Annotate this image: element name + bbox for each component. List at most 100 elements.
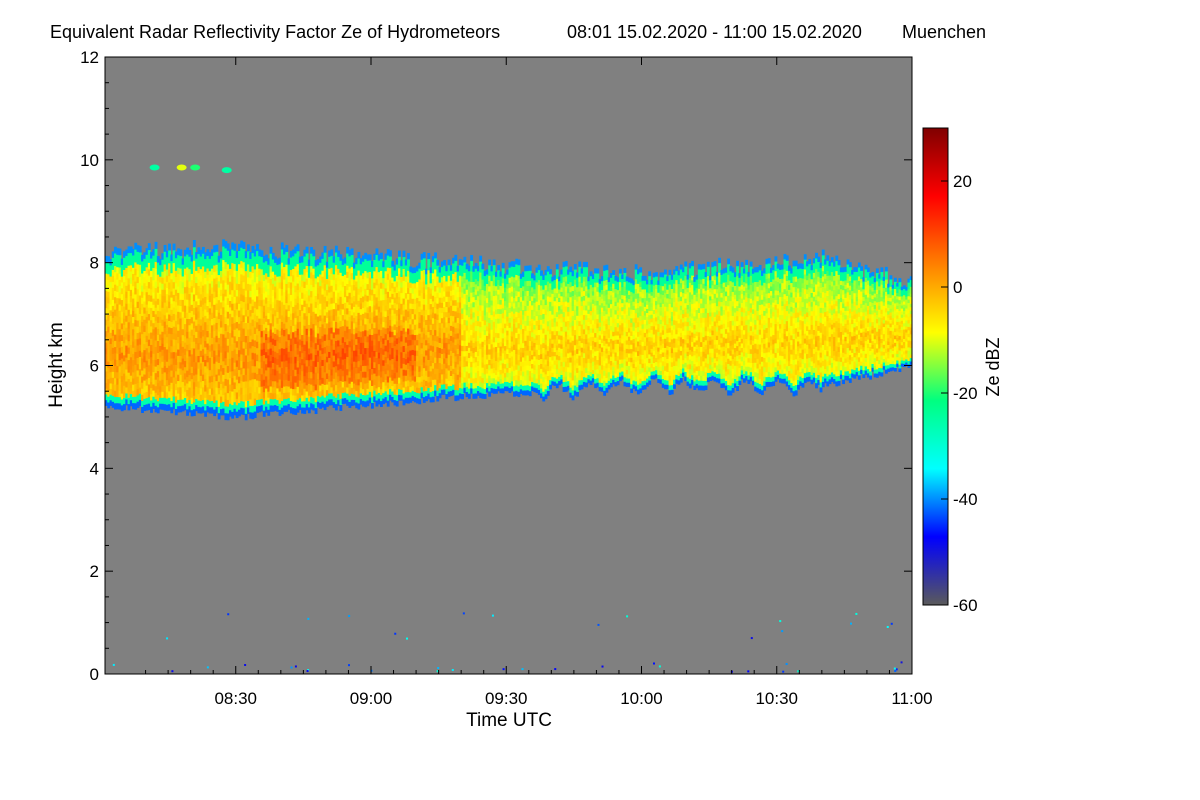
reflectivity-cell (377, 386, 381, 393)
reflectivity-cell (535, 373, 539, 379)
reflectivity-cell (343, 330, 347, 337)
reflectivity-cell (389, 325, 392, 332)
reflectivity-cell (420, 298, 424, 305)
reflectivity-cell (418, 268, 422, 275)
reflectivity-cell (515, 364, 519, 370)
reflectivity-cell (400, 389, 404, 396)
reflectivity-cell (181, 264, 185, 271)
reflectivity-cell (398, 359, 401, 367)
reflectivity-cell (332, 326, 336, 333)
reflectivity-cell (283, 348, 286, 356)
reflectivity-cell (380, 311, 383, 319)
reflectivity-cell (296, 244, 300, 252)
reflectivity-cell (359, 303, 363, 310)
reflectivity-cell (418, 262, 422, 269)
reflectivity-cell (490, 348, 494, 355)
reflectivity-cell (438, 297, 442, 303)
reflectivity-cell (138, 356, 142, 364)
reflectivity-cell (208, 295, 212, 303)
reflectivity-cell (449, 385, 453, 392)
reflectivity-cell (219, 333, 223, 341)
reflectivity-cell (287, 403, 291, 410)
reflectivity-cell (440, 302, 444, 308)
reflectivity-cell (181, 340, 185, 347)
reflectivity-cell (339, 356, 343, 363)
reflectivity-cell (217, 393, 221, 401)
reflectivity-cell (517, 312, 521, 318)
reflectivity-cell (370, 328, 374, 336)
reflectivity-cell (316, 281, 320, 289)
reflectivity-cell (456, 332, 460, 339)
reflectivity-cell (402, 339, 406, 347)
reflectivity-cell (163, 270, 167, 278)
reflectivity-cell (226, 338, 230, 346)
reflectivity-cell (481, 372, 485, 379)
reflectivity-cell (280, 308, 284, 316)
reflectivity-cell (472, 362, 476, 369)
reflectivity-cell (147, 351, 151, 359)
reflectivity-cell (109, 298, 113, 305)
reflectivity-cell (107, 326, 111, 333)
reflectivity-cell (328, 369, 332, 376)
reflectivity-cell (152, 334, 156, 342)
reflectivity-cell (294, 272, 298, 280)
reflectivity-cell (402, 351, 406, 358)
reflectivity-cell (301, 328, 304, 336)
reflectivity-cell (314, 295, 318, 302)
reflectivity-cell (328, 333, 332, 341)
reflectivity-cell (463, 329, 467, 336)
reflectivity-cell (287, 310, 291, 317)
reflectivity-cell (118, 285, 122, 293)
reflectivity-cell (413, 381, 417, 387)
reflectivity-cell (233, 362, 237, 370)
reflectivity-cell (190, 341, 194, 349)
reflectivity-cell (152, 273, 156, 281)
reflectivity-cell (352, 393, 356, 400)
reflectivity-cell (163, 276, 167, 284)
reflectivity-cell (197, 304, 201, 312)
reflectivity-cell (310, 352, 313, 360)
reflectivity-cell (154, 398, 158, 406)
reflectivity-cell (490, 387, 494, 393)
reflectivity-cell (416, 292, 419, 298)
reflectivity-cell (150, 307, 153, 315)
reflectivity-cell (280, 314, 284, 322)
reflectivity-cell (145, 335, 149, 343)
reflectivity-cell (508, 337, 512, 343)
reflectivity-cell (413, 298, 417, 305)
reflectivity-cell (456, 353, 460, 360)
reflectivity-cell (494, 304, 498, 310)
reflectivity-cell (501, 362, 505, 369)
reflectivity-cell (427, 359, 431, 366)
reflectivity-cell (488, 359, 492, 366)
reflectivity-cell (278, 281, 282, 289)
reflectivity-cell (240, 353, 244, 362)
reflectivity-cell (346, 283, 350, 291)
reflectivity-cell (409, 365, 413, 372)
reflectivity-cell (420, 359, 424, 366)
reflectivity-cell (145, 353, 149, 361)
reflectivity-cell (533, 306, 537, 312)
reflectivity-cell (228, 268, 232, 276)
reflectivity-cell (431, 390, 435, 397)
reflectivity-cell (472, 342, 476, 348)
reflectivity-cell (251, 312, 255, 320)
reflectivity-cell (283, 398, 286, 406)
reflectivity-cell (503, 291, 507, 297)
reflectivity-cell (449, 310, 453, 316)
reflectivity-cell (501, 387, 505, 394)
reflectivity-cell (400, 378, 404, 385)
reflectivity-cell (409, 344, 413, 351)
reflectivity-cell (181, 363, 185, 371)
reflectivity-cell (192, 408, 196, 416)
reflectivity-cell (183, 255, 187, 263)
reflectivity-cell (303, 268, 307, 276)
reflectivity-cell (247, 393, 250, 401)
reflectivity-cell (247, 387, 250, 395)
reflectivity-cell (337, 369, 341, 377)
reflectivity-cell (201, 367, 205, 375)
reflectivity-cell (183, 397, 187, 405)
reflectivity-cell (206, 305, 210, 313)
reflectivity-cell (361, 394, 365, 401)
reflectivity-cell (238, 376, 241, 384)
